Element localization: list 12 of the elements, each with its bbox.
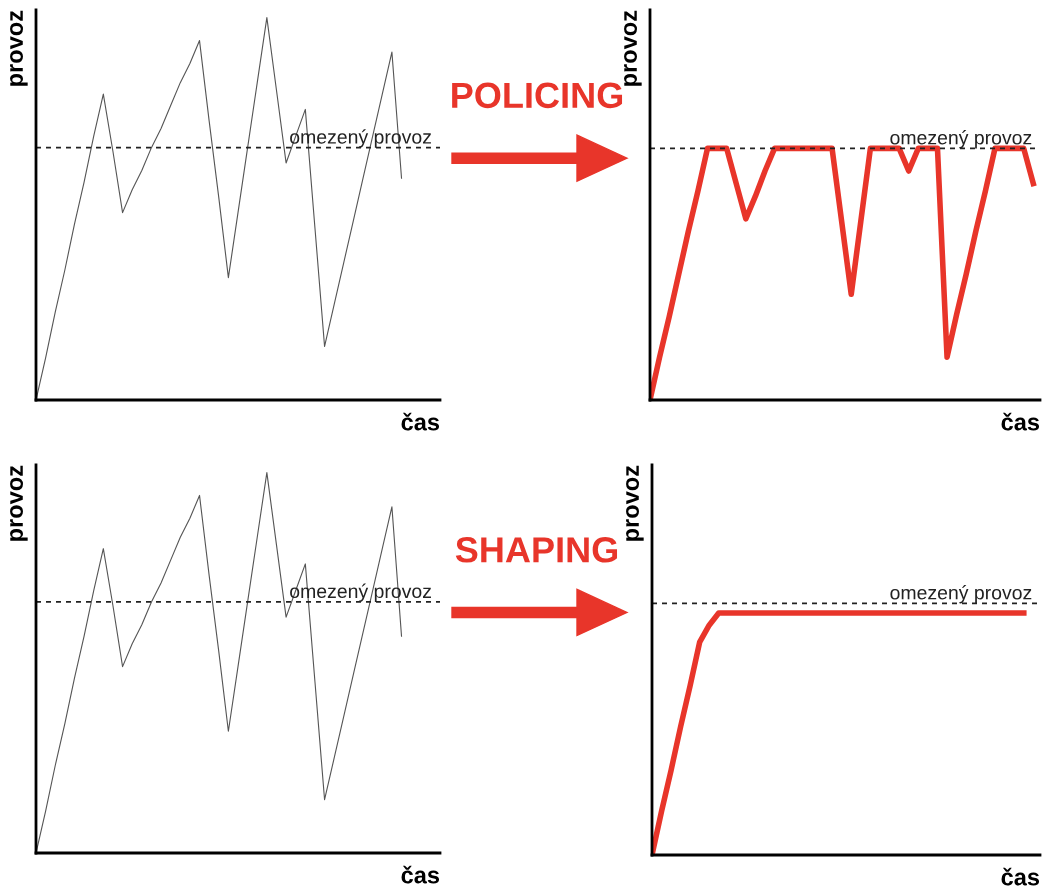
y-axis-title: provoz — [626, 465, 644, 541]
x-axis-title: čas — [1001, 867, 1040, 886]
ref-line-label: omezený provoz — [890, 130, 1032, 149]
x-axis-title: čas — [401, 865, 440, 884]
y-axis-title: provoz — [10, 10, 28, 86]
y-axis-title: provoz — [624, 10, 642, 86]
text: POLICING — [452, 82, 623, 109]
x-axis-title: čas — [1001, 412, 1040, 431]
ref-line-label: omezený provoz — [890, 585, 1032, 604]
text: SHAPING — [455, 537, 618, 563]
y-axis-title: provoz — [10, 465, 28, 541]
x-axis-title: čas — [401, 412, 440, 431]
